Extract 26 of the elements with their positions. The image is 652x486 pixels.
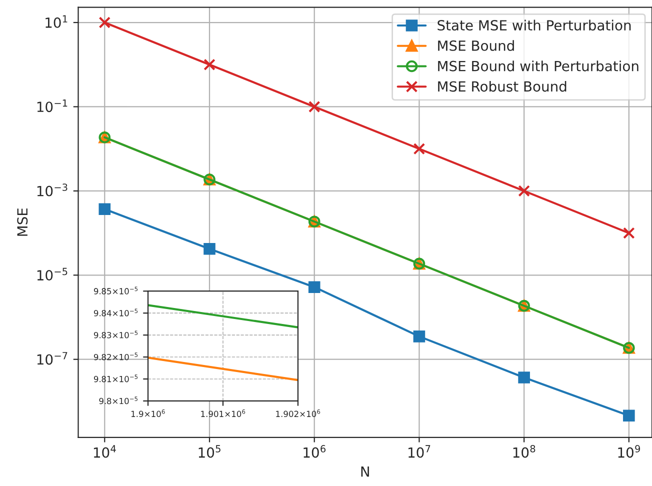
x-tick-label: 10$^{9}$ [618,445,640,458]
legend-label: MSE Bound [438,40,514,51]
x-tick-label: 10$^{5}$ [198,445,220,458]
y-tick-label: 10$^{−1}$ [37,100,68,112]
y-tick-label: 9.83×10$^{−5}$ [94,330,138,338]
y-tick-label: 9.8×10$^{−5}$ [99,396,138,404]
y-tick-label: 10$^{1}$ [46,15,68,28]
y-tick-label: 9.85×10$^{−5}$ [94,286,138,294]
legend-label: MSE Robust Bound [438,80,566,92]
x-tick-label: 10$^{8}$ [513,445,536,458]
legend-label: MSE Bound with Perturbation [438,60,638,72]
y-tick-label: 9.82×10$^{−5}$ [94,352,138,360]
x-tick-label: 1.9×10$^{6}$ [131,409,165,418]
y-tick-label: 9.81×10$^{−5}$ [94,374,138,382]
legend-label: State MSE with Perturbation [438,20,631,31]
x-tick-label: 10$^{7}$ [408,445,430,458]
y-tick-label: 10$^{−5}$ [37,268,68,281]
x-tick-label: 1.901×10$^{6}$ [201,409,246,418]
y-tick-label: 10$^{−3}$ [37,184,68,196]
x-tick-label: 10$^{6}$ [304,445,326,458]
x-tick-label: 1.902×10$^{6}$ [276,409,320,418]
y-tick-label: 10$^{−7}$ [37,352,68,365]
x-axis-title: N [361,466,369,477]
y-axis-title: MSE [17,208,28,236]
y-tick-label: 9.84×10$^{−5}$ [94,308,138,316]
x-tick-label: 10$^{4}$ [94,445,116,458]
